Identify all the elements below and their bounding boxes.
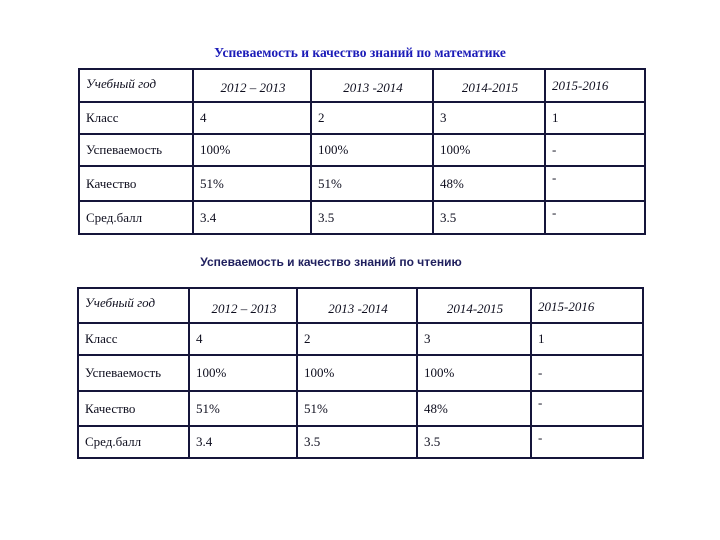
- table-row: Класс 4 2 3 1: [78, 101, 646, 135]
- data-cell: 100%: [192, 133, 312, 167]
- header-cell-year-2014-2015: 2014-2015: [432, 68, 546, 103]
- data-cell: 48%: [432, 165, 546, 202]
- data-cell: 3: [432, 101, 546, 135]
- data-cell: 3.5: [432, 200, 546, 235]
- data-cell: -: [530, 425, 644, 459]
- data-cell: 3: [416, 322, 532, 356]
- row-label-performance: Успеваемость: [77, 354, 190, 392]
- data-cell: 1: [530, 322, 644, 356]
- header-cell-year-2015-2016: 2015-2016: [544, 68, 646, 103]
- data-cell: 100%: [310, 133, 434, 167]
- data-cell: 48%: [416, 390, 532, 427]
- data-cell: 1: [544, 101, 646, 135]
- table-row: Учебный год 2012 – 2013 2013 -2014 2014-…: [78, 68, 646, 103]
- table-row: Учебный год 2012 – 2013 2013 -2014 2014-…: [77, 287, 644, 324]
- table-row: Класс 4 2 3 1: [77, 322, 644, 356]
- data-cell: -: [544, 165, 646, 202]
- data-cell: 3.4: [188, 425, 298, 459]
- row-label-performance: Успеваемость: [78, 133, 194, 167]
- table-row: Успеваемость 100% 100% 100% -: [78, 133, 646, 167]
- data-cell: 4: [188, 322, 298, 356]
- data-cell: 51%: [188, 390, 298, 427]
- header-cell-year-2013-2014: 2013 -2014: [296, 287, 418, 324]
- data-cell: 3.4: [192, 200, 312, 235]
- math-performance-table: Учебный год 2012 – 2013 2013 -2014 2014-…: [78, 68, 646, 235]
- data-cell: 4: [192, 101, 312, 135]
- data-cell: -: [530, 390, 644, 427]
- data-cell: 100%: [432, 133, 546, 167]
- table-row: Качество 51% 51% 48% -: [78, 165, 646, 202]
- data-cell: -: [530, 354, 644, 392]
- data-cell: -: [544, 200, 646, 235]
- header-cell-year-2013-2014: 2013 -2014: [310, 68, 434, 103]
- data-cell: 51%: [192, 165, 312, 202]
- table-row: Сред.балл 3.4 3.5 3.5 -: [78, 200, 646, 235]
- header-cell-school-year: Учебный год: [77, 287, 190, 324]
- header-cell-year-2012-2013: 2012 – 2013: [188, 287, 298, 324]
- row-label-average-score: Сред.балл: [78, 200, 194, 235]
- table-row: Сред.балл 3.4 3.5 3.5 -: [77, 425, 644, 459]
- data-cell: 3.5: [310, 200, 434, 235]
- table-row: Успеваемость 100% 100% 100% -: [77, 354, 644, 392]
- row-label-class: Класс: [78, 101, 194, 135]
- table-row: Качество 51% 51% 48% -: [77, 390, 644, 427]
- row-label-class: Класс: [77, 322, 190, 356]
- header-cell-school-year: Учебный год: [78, 68, 194, 103]
- data-cell: 2: [296, 322, 418, 356]
- math-table-title: Успеваемость и качество знаний по матема…: [214, 45, 506, 60]
- data-cell: 100%: [416, 354, 532, 392]
- data-cell: 3.5: [416, 425, 532, 459]
- row-label-average-score: Сред.балл: [77, 425, 190, 459]
- data-cell: 100%: [296, 354, 418, 392]
- data-cell: 51%: [310, 165, 434, 202]
- data-cell: -: [544, 133, 646, 167]
- data-cell: 51%: [296, 390, 418, 427]
- header-cell-year-2015-2016: 2015-2016: [530, 287, 644, 324]
- data-cell: 3.5: [296, 425, 418, 459]
- reading-table-title: Успеваемость и качество знаний по чтению: [200, 255, 462, 269]
- row-label-quality: Качество: [77, 390, 190, 427]
- data-cell: 100%: [188, 354, 298, 392]
- row-label-quality: Качество: [78, 165, 194, 202]
- data-cell: 2: [310, 101, 434, 135]
- header-cell-year-2014-2015: 2014-2015: [416, 287, 532, 324]
- reading-performance-table: Учебный год 2012 – 2013 2013 -2014 2014-…: [77, 287, 644, 459]
- header-cell-year-2012-2013: 2012 – 2013: [192, 68, 312, 103]
